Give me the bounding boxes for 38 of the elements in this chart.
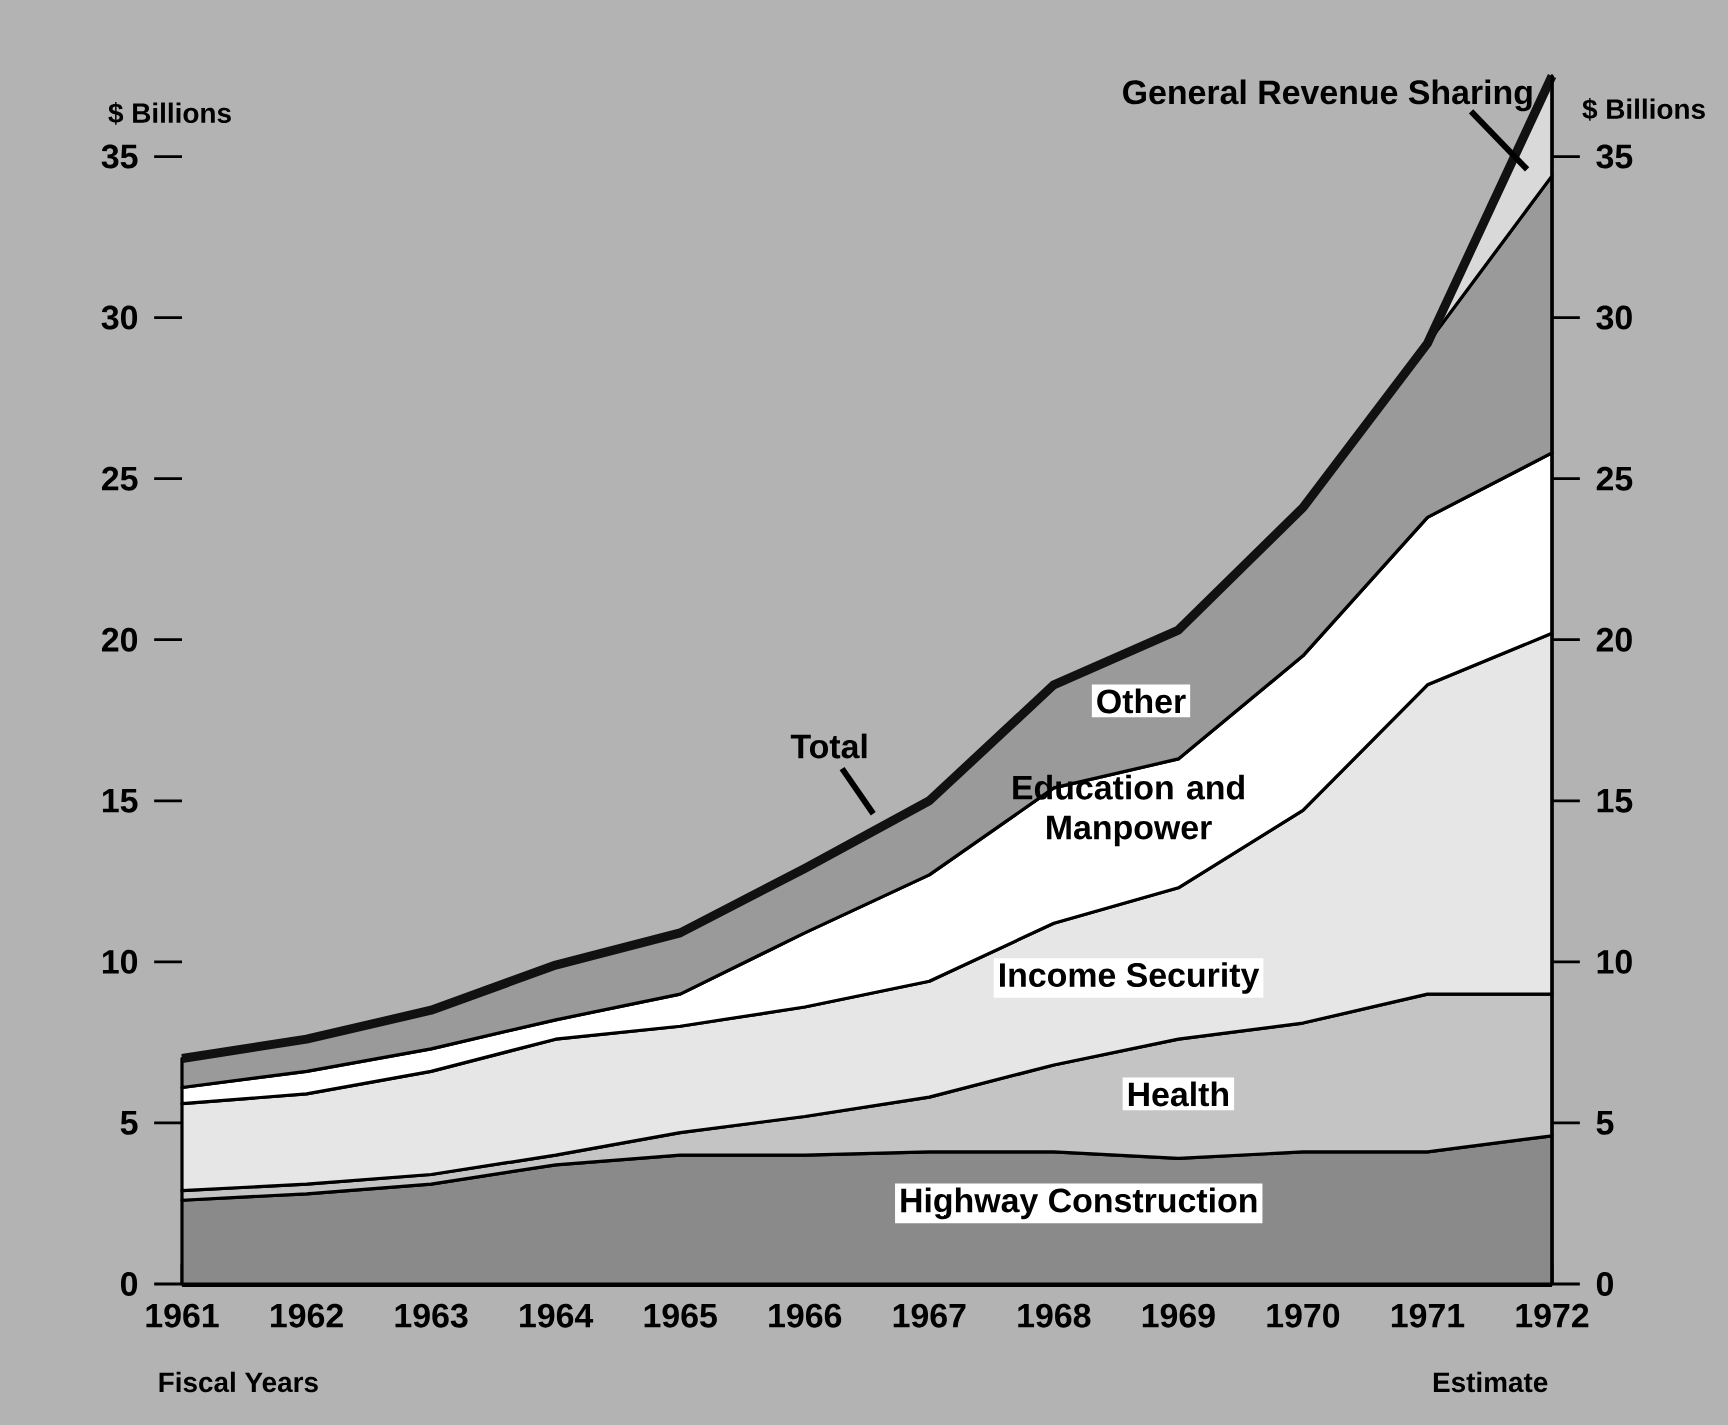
series-label: General Revenue Sharing [1123, 79, 1532, 112]
x-tick-label: 1964 [520, 1303, 594, 1328]
y-tick-label: 30 [101, 305, 138, 330]
series-label: Other [1097, 688, 1186, 714]
x-axis-title: Fiscal Years [159, 1371, 318, 1393]
x-tick-label: 1962 [270, 1303, 343, 1328]
y2-tick-label: 35 [1596, 144, 1633, 169]
y2-tick-label: 20 [1596, 627, 1632, 652]
x-tick-label: 1968 [1018, 1303, 1091, 1328]
x-tick-label: 1972 [1516, 1303, 1589, 1328]
y2-tick-label: 0 [1596, 1272, 1613, 1296]
x-tick-label: 1970 [1267, 1303, 1340, 1328]
series-label: Highway Construction [901, 1187, 1257, 1220]
x-tick-label: 1961 [146, 1303, 219, 1328]
y2-tick-label: 5 [1596, 1111, 1614, 1135]
y-tick-label: 15 [102, 788, 138, 813]
x-tick-label: 1966 [769, 1303, 842, 1328]
x-tick-label: 1963 [395, 1303, 468, 1328]
x-tick-label: 1967 [893, 1303, 966, 1328]
text: Estimate [1433, 1371, 1548, 1393]
y2-tick-label: 30 [1596, 305, 1632, 330]
x-tick-label: 1969 [1142, 1303, 1215, 1328]
y2-axis-title: $ Billions [1582, 98, 1705, 121]
y2-tick-label: 15 [1597, 788, 1633, 813]
y-tick-label: 5 [120, 1111, 138, 1135]
y2-tick-label: 10 [1597, 949, 1632, 974]
series-label: Health [1128, 1081, 1229, 1107]
y-tick-label: 25 [102, 466, 138, 491]
series-label: Total [790, 733, 867, 759]
y2-tick-label: 25 [1596, 466, 1633, 491]
y-tick-label: 10 [102, 949, 138, 974]
y-axis-title: $ Billions [108, 102, 231, 125]
series-label: Income Security [1000, 962, 1260, 994]
y-tick-label: 35 [101, 144, 138, 169]
y-tick-label: 0 [120, 1272, 138, 1296]
x-tick-label: 1971 [1391, 1303, 1465, 1328]
x-tick-label: 1965 [644, 1303, 717, 1328]
y-tick-label: 20 [102, 627, 138, 652]
